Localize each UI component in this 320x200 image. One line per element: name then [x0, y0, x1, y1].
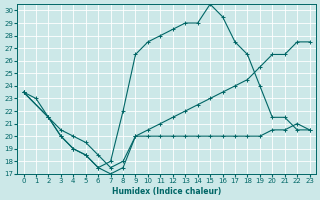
X-axis label: Humidex (Indice chaleur): Humidex (Indice chaleur)	[112, 187, 221, 196]
